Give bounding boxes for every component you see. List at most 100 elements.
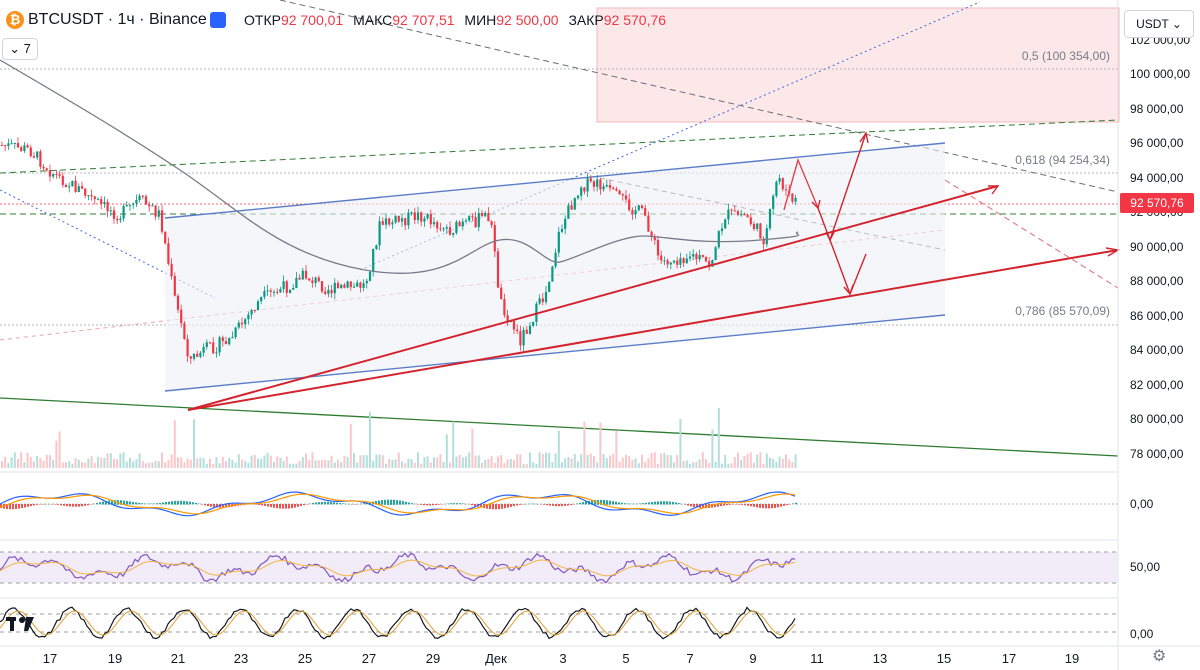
- volume-bar: [4, 456, 7, 468]
- candle-body: [592, 181, 596, 187]
- time-axis[interactable]: 17 19 21 23 25 27 29 Дек 3 5 7 9 11 13 1…: [43, 651, 1079, 666]
- volume-bar: [593, 456, 595, 468]
- macd-hist-bar: [174, 500, 176, 505]
- candle-body: [477, 213, 480, 228]
- candle-body: [349, 281, 352, 288]
- candle-body: [317, 277, 320, 282]
- indicators-toggle-button[interactable]: ⌄ 7: [2, 38, 38, 60]
- macd-hist-bar: [435, 504, 437, 506]
- macd-hist-bar: [510, 504, 512, 507]
- macd-hist-bar: [165, 502, 167, 505]
- macd-hist-bar: [570, 504, 572, 505]
- candle-body: [96, 199, 100, 201]
- macd-hist-bar: [315, 502, 317, 505]
- macd-hist-bar: [750, 504, 752, 507]
- volume-bar: [93, 463, 96, 468]
- candle-body: [420, 212, 423, 222]
- volume-bar: [660, 453, 663, 468]
- macd-hist-bar: [612, 501, 614, 505]
- channel-fill: [165, 143, 945, 391]
- volume-bar: [183, 462, 186, 468]
- symbol-title[interactable]: BTCUSDT · 1ч · Binance: [28, 11, 207, 28]
- macd-hist-bar: [306, 504, 308, 505]
- candle-body: [647, 215, 650, 232]
- candle-body: [93, 196, 96, 200]
- chart-header: ₿ BTCUSDT · 1ч · Binance ОТКР92 700,01 М…: [0, 0, 1120, 40]
- macd-hist-bar: [264, 504, 266, 506]
- price-tick: 84 000,00: [1130, 343, 1184, 357]
- low-value: 92 500,00: [496, 12, 559, 28]
- volume-bar: [673, 462, 675, 468]
- macd-hist-bar: [63, 504, 65, 506]
- macd-hist-bar: [273, 504, 275, 508]
- volume-bar: [634, 458, 637, 468]
- macd-hist-bar: [348, 503, 350, 505]
- price-axis[interactable]: 102 000,00 100 000,00 98 000,00 96 000,0…: [1130, 33, 1190, 461]
- candle-body: [237, 322, 240, 328]
- candle-body: [55, 173, 58, 175]
- macd-hist-bar: [201, 504, 203, 505]
- current-price-tag: 92 570,76: [1120, 193, 1194, 213]
- volume-bar: [417, 452, 419, 468]
- macd-hist-bar: [192, 502, 194, 505]
- volume-bar: [362, 454, 365, 468]
- chart-color-square-icon[interactable]: [210, 12, 226, 28]
- volume-bar: [109, 453, 112, 468]
- volume-bar: [756, 454, 759, 468]
- volume-bar: [276, 456, 279, 468]
- fib-label-0786: 0,786 (85 570,09): [1015, 304, 1110, 318]
- volume-bar: [148, 462, 151, 468]
- candle-body: [183, 323, 186, 340]
- macd-hist-bar: [21, 504, 23, 509]
- macd-hist-bar: [783, 504, 785, 506]
- volume-bar: [337, 459, 339, 468]
- candle-body: [688, 256, 692, 259]
- forecast-arrow-small-head: [811, 199, 821, 210]
- volume-bar: [247, 462, 250, 468]
- volume-bar: [346, 456, 349, 468]
- candle-body: [586, 178, 589, 192]
- candle-body: [400, 218, 404, 222]
- candle-body: [202, 346, 205, 353]
- volume-bar: [289, 463, 291, 468]
- tradingview-logo[interactable]: [6, 617, 34, 631]
- macd-hist-bar: [606, 500, 608, 505]
- gear-icon[interactable]: ⚙: [1152, 648, 1167, 665]
- volume-bar: [269, 455, 272, 468]
- volume-bar: [353, 453, 355, 468]
- volume-bar: [484, 460, 487, 468]
- volume-bar: [125, 461, 128, 468]
- volume-bar: [509, 458, 512, 468]
- macd-hist-bar: [9, 504, 11, 510]
- candle-body: [144, 196, 148, 205]
- volume-bar: [477, 455, 480, 468]
- macd-hist-bar: [393, 499, 395, 505]
- candle-body: [711, 260, 714, 267]
- candle-body: [746, 214, 749, 218]
- macd-hist-bar: [309, 503, 311, 505]
- volume-bar: [212, 463, 215, 468]
- macd-hist-bar: [690, 504, 692, 507]
- candle-body: [496, 251, 500, 288]
- volume-bar: [295, 463, 298, 468]
- macd-hist-bar: [270, 504, 272, 508]
- macd-hist-bar: [381, 500, 383, 505]
- macd-hist-bar: [672, 501, 674, 505]
- macd-hist-bar: [357, 503, 359, 505]
- macd-hist-bar: [33, 504, 35, 506]
- macd-hist-bar: [429, 504, 431, 506]
- volume-bar: [324, 459, 327, 468]
- macd-hist-bar: [150, 503, 152, 505]
- candle-body: [682, 258, 685, 264]
- candle-body: [173, 275, 176, 296]
- macd-hist-bar: [741, 504, 743, 505]
- dashed-red-projection: [944, 179, 1119, 289]
- volume-bar: [314, 460, 317, 468]
- currency-button[interactable]: USDT ⌄: [1124, 10, 1194, 38]
- volume-bar: [653, 452, 656, 468]
- volume-bar: [548, 452, 551, 468]
- macd-hist-bar: [153, 503, 155, 505]
- candle-body: [122, 206, 125, 219]
- time-tick: 5: [622, 651, 629, 666]
